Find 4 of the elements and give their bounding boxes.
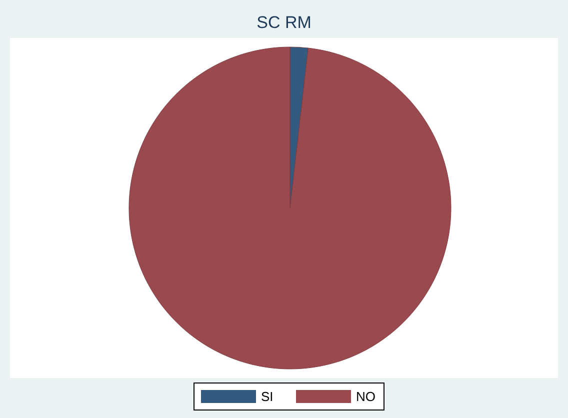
legend-label: NO — [356, 389, 376, 404]
pie-slice — [128, 46, 452, 369]
chart-title: SC RM — [256, 13, 312, 32]
legend-label: SI — [261, 389, 274, 404]
